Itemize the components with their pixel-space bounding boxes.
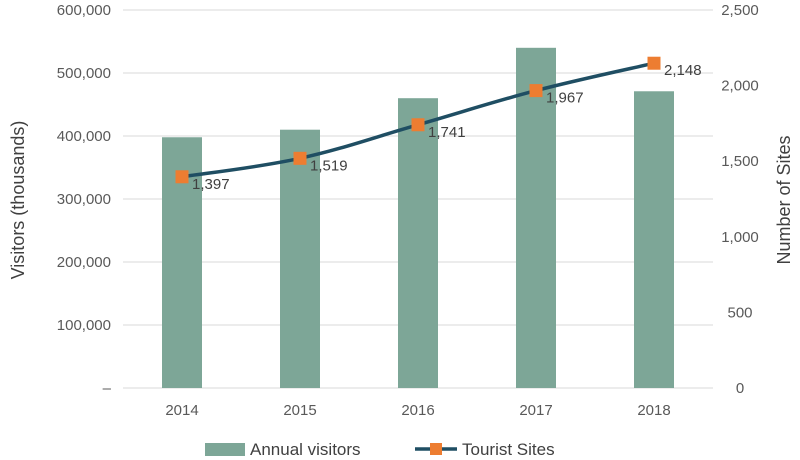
line-series: 1,397 1,519 1,741 1,967 2,148 — [175, 56, 702, 193]
x-tick-label: 2016 — [401, 402, 434, 419]
bar-2017 — [516, 47, 556, 389]
x-axis-ticks: 2014 2015 2016 2017 2018 — [165, 402, 670, 419]
data-label-2015: 1,519 — [310, 157, 348, 174]
bar-2018 — [634, 91, 674, 389]
x-tick-label: 2015 — [283, 402, 316, 419]
y-tick-label: – — [103, 380, 112, 397]
marker-2015 — [293, 151, 307, 165]
bar-2016 — [398, 98, 438, 388]
data-label-2014: 1,397 — [192, 176, 230, 193]
data-label-2018: 2,148 — [664, 62, 702, 79]
y2-axis-title: Number of Sites — [774, 135, 794, 264]
bar-2015 — [280, 129, 320, 388]
legend-label-bar: Annual visitors — [250, 440, 361, 459]
marker-2014 — [175, 170, 189, 184]
marker-2018 — [647, 56, 661, 70]
y-tick-label: 100,000 — [57, 317, 111, 334]
marker-2017 — [529, 84, 543, 98]
x-tick-label: 2018 — [637, 402, 670, 419]
y2-tick-label: 0 — [736, 380, 744, 397]
left-axis-ticks: – 100,000 200,000 300,000 400,000 500,000 600,… — [57, 2, 112, 397]
y-tick-label: 500,000 — [57, 65, 111, 82]
y-tick-label: 600,000 — [57, 2, 111, 19]
y2-tick-label: 1,500 — [721, 153, 759, 170]
legend-label-line: Tourist Sites — [462, 440, 555, 459]
y-tick-label: 300,000 — [57, 191, 111, 208]
y2-tick-label: 1,000 — [721, 229, 759, 246]
y-tick-label: 400,000 — [57, 128, 111, 145]
legend-swatch-bar — [205, 443, 245, 456]
data-label-2016: 1,741 — [428, 124, 466, 141]
y2-tick-label: 500 — [727, 304, 752, 321]
y-axis-title: Visitors (thousands) — [8, 121, 28, 280]
x-tick-label: 2014 — [165, 402, 198, 419]
data-label-2017: 1,967 — [546, 90, 584, 107]
right-axis-ticks: 0 500 1,000 1,500 2,000 2,500 — [721, 2, 759, 397]
y2-tick-label: 2,000 — [721, 78, 759, 95]
legend: Annual visitors Tourist Sites — [205, 440, 555, 459]
legend-swatch-marker — [430, 443, 442, 455]
x-tick-label: 2017 — [519, 402, 552, 419]
y2-tick-label: 2,500 — [721, 2, 759, 19]
marker-2016 — [411, 118, 425, 132]
y-tick-label: 200,000 — [57, 254, 111, 271]
bar-series — [162, 47, 674, 389]
